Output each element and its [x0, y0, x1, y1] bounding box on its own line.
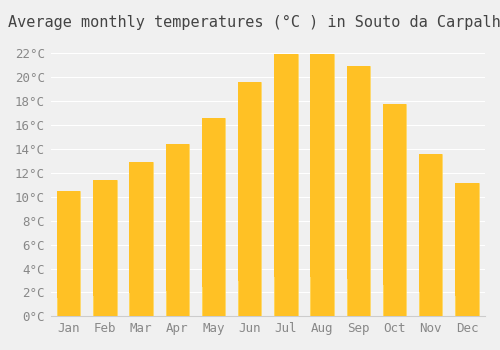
Bar [455, 183, 478, 316]
Bar [57, 191, 80, 316]
Bar [382, 104, 406, 316]
Bar [310, 54, 334, 316]
Bar [93, 180, 116, 316]
Bar [93, 180, 116, 296]
Bar [130, 162, 153, 316]
Bar [310, 54, 334, 277]
Bar [382, 104, 406, 316]
Title: Average monthly temperatures (°C ) in Souto da Carpalhosa: Average monthly temperatures (°C ) in So… [8, 15, 500, 30]
Bar [274, 54, 297, 277]
Bar [419, 154, 442, 316]
Bar [130, 162, 153, 316]
Bar [166, 144, 189, 316]
Bar [130, 162, 153, 293]
Bar [93, 180, 116, 316]
Bar [419, 154, 442, 316]
Bar [310, 54, 334, 316]
Bar [238, 82, 262, 281]
Bar [57, 191, 80, 316]
Bar [346, 66, 370, 316]
Bar [202, 118, 225, 316]
Bar [57, 191, 80, 298]
Bar [346, 66, 370, 279]
Bar [202, 118, 225, 287]
Bar [455, 183, 478, 296]
Bar [382, 104, 406, 285]
Bar [455, 183, 478, 316]
Bar [202, 118, 225, 316]
Bar [346, 66, 370, 316]
Bar [274, 54, 297, 316]
Bar [274, 54, 297, 316]
Bar [419, 154, 442, 292]
Bar [238, 82, 262, 316]
Bar [166, 144, 189, 316]
Bar [238, 82, 262, 316]
Bar [166, 144, 189, 290]
